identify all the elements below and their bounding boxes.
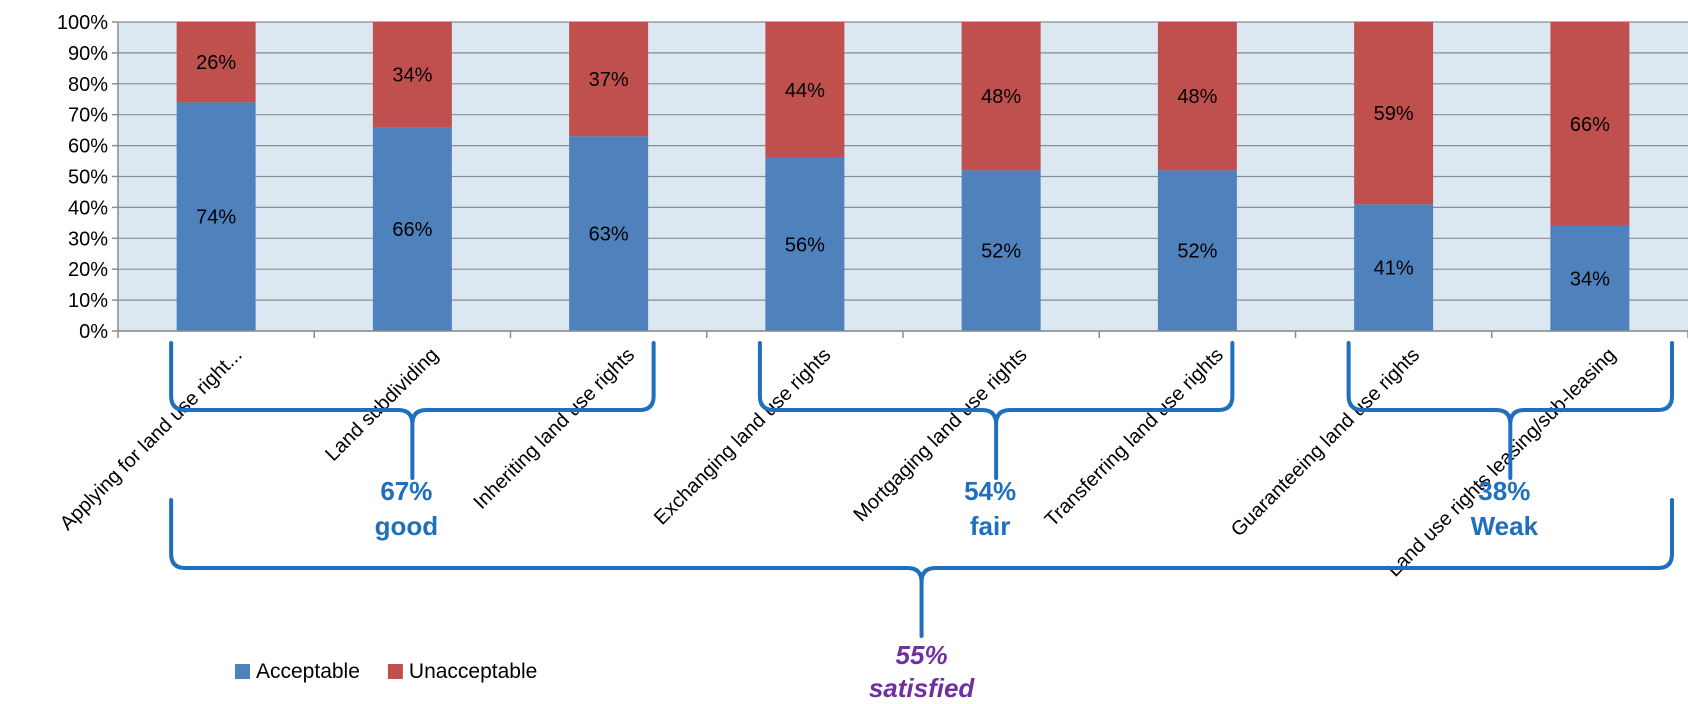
data-label: 59% [1374,103,1414,125]
legend-entry: Unacceptable [409,660,537,683]
overall-value: 55% [896,640,948,670]
y-tick-label: 90% [68,43,108,65]
y-tick-label: 60% [68,136,108,158]
category-label: Land subdividing [321,344,443,466]
data-label: 66% [392,219,432,241]
category-label: Guaranteeing land use rights [1227,344,1424,541]
data-label: 52% [1177,241,1217,263]
bar-unacceptable [176,22,256,103]
bar-unacceptable [1550,22,1630,226]
bar-acceptable [961,170,1041,331]
y-tick-label: 10% [68,290,108,312]
data-label: 34% [1570,268,1610,290]
bar-unacceptable [1157,22,1237,171]
y-tick-label: 30% [68,228,108,250]
bar-unacceptable [961,22,1041,171]
category-label: Inheriting land use rights [470,344,640,514]
data-label: 63% [589,224,629,246]
group-rating: good [375,511,439,541]
y-tick-label: 20% [68,259,108,281]
data-label: 26% [196,52,236,74]
bar-acceptable [372,127,452,331]
bar-acceptable [1550,225,1630,331]
data-label: 52% [981,241,1021,263]
data-label: 74% [196,207,236,229]
group-brace [757,341,1235,480]
group-value: 54% [964,476,1016,506]
y-tick-label: 100% [57,12,108,34]
data-label: 41% [1374,258,1414,280]
y-tick-label: 80% [68,74,108,96]
bar-unacceptable [372,22,452,128]
bar-unacceptable [765,22,845,158]
category-label: Applying for land use right... [56,344,247,535]
group-rating: fair [970,511,1010,541]
bar-acceptable [1157,170,1237,331]
data-label: 48% [981,86,1021,108]
y-tick-label: 70% [68,105,108,127]
group-rating: Weak [1471,511,1539,541]
bar-unacceptable [569,22,649,137]
bar-acceptable [1354,204,1434,331]
category-label: Transferring land use rights [1041,344,1228,531]
overall-brace [169,498,1674,638]
legend-swatch [235,664,250,679]
bar-acceptable [569,136,649,331]
category-label: Exchanging land use rights [650,344,835,529]
bar-unacceptable [1354,22,1434,205]
group-value: 67% [380,476,432,506]
group-brace [1346,341,1674,480]
group-value: 38% [1478,476,1530,506]
data-label: 44% [785,80,825,102]
y-tick-label: 50% [68,167,108,189]
data-label: 66% [1570,114,1610,136]
y-tick-label: 40% [68,197,108,219]
data-label: 34% [392,65,432,87]
legend-swatch [387,664,403,679]
legend-entry: Acceptable [256,660,360,683]
data-label: 56% [785,234,825,256]
data-label: 37% [589,69,629,91]
bar-acceptable [765,157,845,331]
overall-rating: satisfied [869,673,976,703]
data-label: 48% [1177,86,1217,108]
group-brace [169,341,656,480]
bar-acceptable [176,102,256,331]
category-label: Land use rights leasing/sub-leasing [1383,344,1620,581]
y-tick-label: 0% [79,321,108,343]
